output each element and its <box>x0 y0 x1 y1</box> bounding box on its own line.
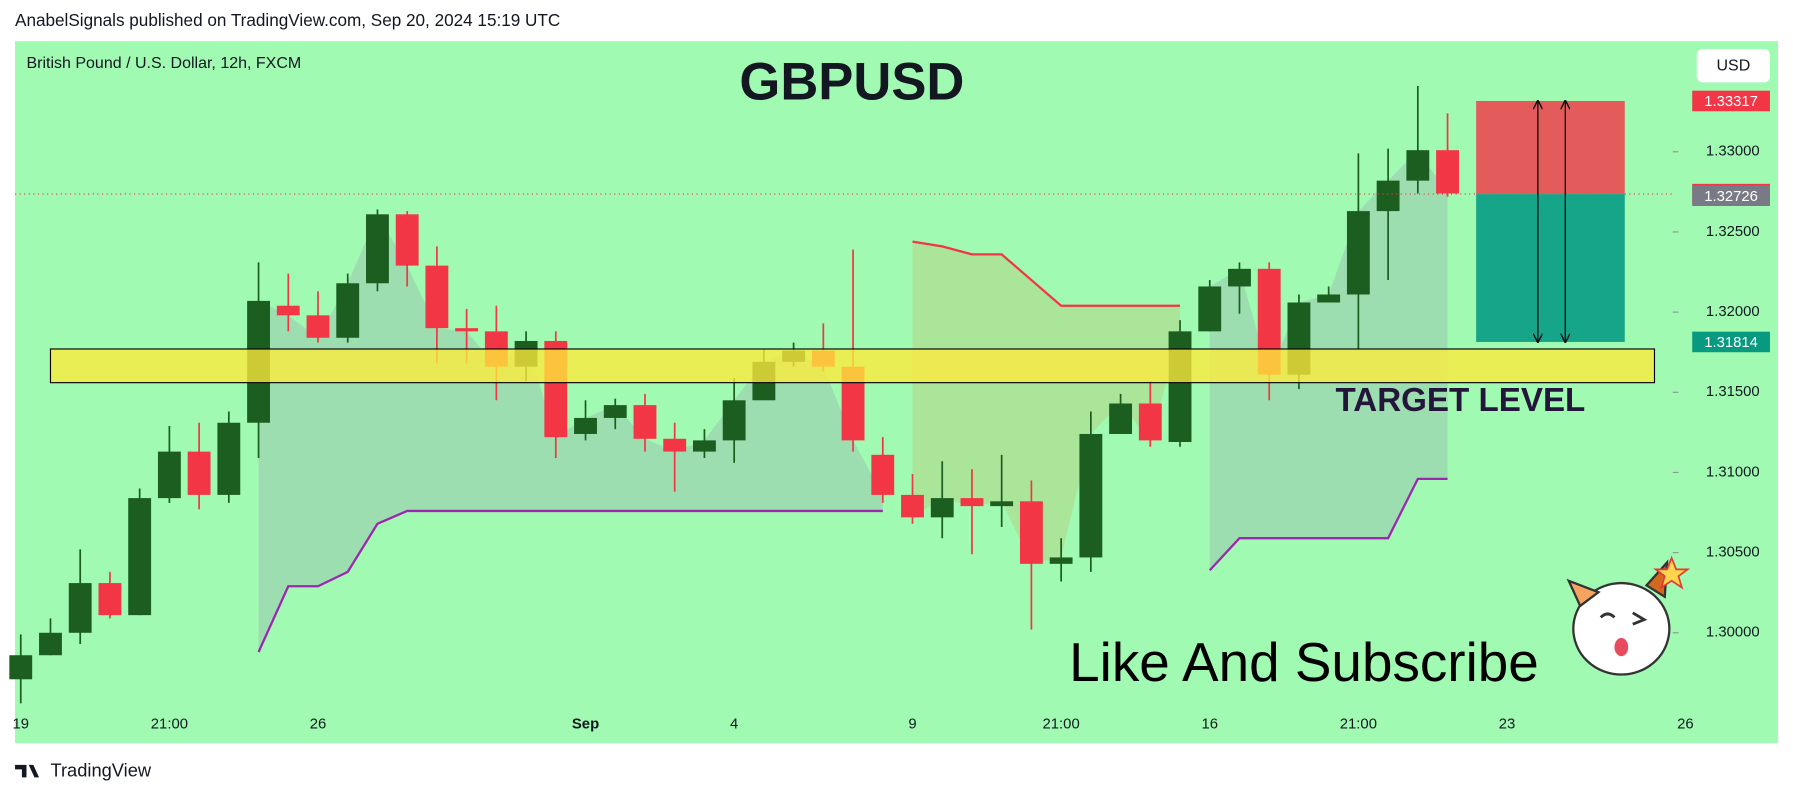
x-tick-label: 9 <box>908 717 916 733</box>
indicator-fill <box>912 241 1181 564</box>
candle-body <box>1168 331 1192 442</box>
candle-body <box>1109 403 1133 434</box>
candle-body <box>306 315 330 338</box>
candle-body <box>1228 268 1251 287</box>
x-tick-label: 16 <box>1201 717 1218 733</box>
candle-body <box>663 438 687 452</box>
price-badge <box>1692 185 1770 207</box>
x-tick-label: 23 <box>1499 717 1516 733</box>
candle-body <box>871 454 895 495</box>
candle-body <box>9 655 33 680</box>
candle-body <box>960 498 984 507</box>
x-tick-label: 26 <box>310 717 327 733</box>
y-tick-label: 1.30000 <box>1706 625 1760 641</box>
target-zone <box>49 348 1656 384</box>
cat-sticker <box>1566 555 1691 676</box>
x-tick-label: 26 <box>1677 717 1694 733</box>
y-tick-label: 1.33000 <box>1706 144 1760 160</box>
price-badge <box>1692 90 1770 112</box>
price-badge <box>1692 331 1770 353</box>
candle-body <box>1346 211 1370 295</box>
y-tick-label: 1.32000 <box>1706 304 1760 320</box>
candle-body <box>1406 150 1430 181</box>
candle-body <box>276 305 300 316</box>
candle-body <box>366 214 389 284</box>
y-tick-label: 1.31000 <box>1706 464 1760 480</box>
candle-body <box>722 400 746 441</box>
x-tick-label: 19 <box>12 717 29 733</box>
footer-logo: TradingView <box>15 760 152 781</box>
candle-body <box>68 583 92 633</box>
candle-body <box>39 632 62 656</box>
candle-body <box>1376 180 1400 212</box>
currency[interactable]: USD <box>1716 58 1750 75</box>
x-tick-label: 21:00 <box>151 717 188 733</box>
candle-body <box>1019 501 1043 564</box>
target-area <box>1476 194 1625 342</box>
candle-body <box>574 417 597 434</box>
indicator-line <box>257 509 883 653</box>
candle-body <box>841 366 865 441</box>
x-tick-label: 21:00 <box>1340 717 1377 733</box>
price-label: 1.33317 <box>1704 94 1758 110</box>
candle-body <box>633 405 657 439</box>
zone-label: TARGET LEVEL <box>1336 382 1586 419</box>
y-tick-label: 1.31500 <box>1706 384 1760 400</box>
price-label: 1.32726 <box>1704 189 1758 205</box>
candle-body <box>157 451 181 499</box>
currency-button[interactable] <box>1696 49 1770 83</box>
symbol: British Pound / U.S. Dollar, 12h, FXCM <box>26 55 301 72</box>
candle-body <box>336 283 360 338</box>
candle-body <box>1079 433 1103 558</box>
annotation: Like And Subscribe <box>1069 631 1539 693</box>
candle-body <box>901 494 924 518</box>
candle-body <box>395 214 419 266</box>
x-tick-label: 21:00 <box>1043 717 1080 733</box>
chart-title: GBPUSD <box>739 53 964 112</box>
price-label: 1.31814 <box>1704 335 1758 351</box>
candle-body <box>1436 150 1459 194</box>
plot <box>9 86 1673 704</box>
header: AnabelSignals published on TradingView.c… <box>15 10 560 30</box>
x-tick-label: Sep <box>572 717 599 733</box>
y-tick-label: 1.32500 <box>1706 224 1760 240</box>
candle-body <box>1138 403 1162 441</box>
candle-body <box>692 440 716 452</box>
candle-body <box>425 265 449 329</box>
candle-body <box>930 498 954 518</box>
candle-body <box>217 422 241 495</box>
indicator-line <box>1208 477 1448 572</box>
indicator-line <box>912 240 1181 307</box>
candle-body <box>128 498 152 616</box>
candle-body <box>1198 286 1222 332</box>
candle-body <box>455 328 479 332</box>
indicator-fill <box>258 214 883 653</box>
candle-body <box>98 583 122 616</box>
candle-body <box>1049 557 1073 564</box>
candle-body <box>603 405 627 418</box>
candle-body <box>990 501 1014 507</box>
candle-body <box>187 451 211 495</box>
y-tick-label: 1.30500 <box>1706 545 1760 561</box>
candle-body <box>1257 268 1281 375</box>
footer: TradingView <box>50 760 151 781</box>
x-tick-label: 4 <box>730 717 738 733</box>
candle-body <box>1317 294 1341 303</box>
stop-area <box>1476 100 1625 195</box>
